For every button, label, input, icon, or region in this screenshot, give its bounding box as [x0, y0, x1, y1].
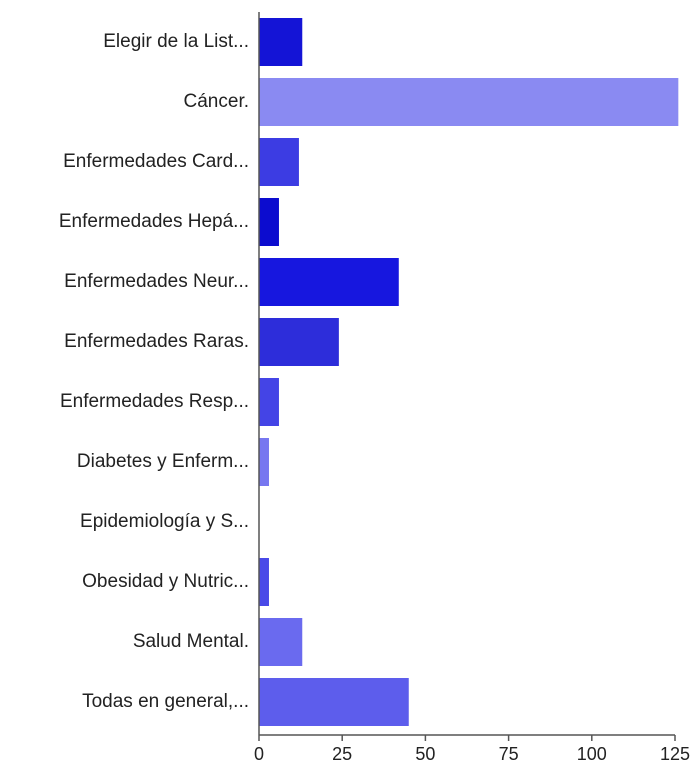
bar: [259, 198, 279, 246]
category-labels: Elegir de la List... Cáncer. Enfermedades …: [59, 31, 249, 712]
category-label: Salud Mental.: [133, 631, 249, 652]
bar: [259, 18, 303, 66]
category-label: Cáncer.: [184, 91, 249, 112]
x-tick-label: 25: [332, 744, 352, 764]
x-tick-label: 0: [254, 744, 264, 764]
category-label: Todas en general,...: [82, 691, 249, 712]
category-label: Diabetes y Enferm...: [77, 451, 249, 472]
category-label: Enfermedades Raras.: [64, 331, 249, 352]
bar: [259, 318, 339, 366]
category-label: Enfermedades Hepá...: [59, 211, 249, 232]
bar: [259, 78, 679, 126]
category-label: Enfermedades Card...: [63, 151, 249, 172]
bar: [259, 378, 279, 426]
x-tick-label: 75: [499, 744, 519, 764]
category-label: Enfermedades Resp...: [60, 391, 249, 412]
bar: [259, 438, 269, 486]
bars-group: [259, 18, 679, 726]
category-label: Elegir de la List...: [103, 31, 249, 52]
bar: [259, 558, 269, 606]
category-label: Obesidad y Nutric...: [82, 571, 249, 592]
category-label: Epidemiología y S...: [80, 511, 249, 532]
x-tick-label: 50: [415, 744, 435, 764]
x-axis-ticks: 0 25 50 75 100 125: [254, 735, 690, 764]
bar: [259, 618, 303, 666]
bar: [259, 678, 409, 726]
x-tick-label: 125: [660, 744, 690, 764]
category-label: Enfermedades Neur...: [64, 271, 249, 292]
bar: [259, 138, 299, 186]
bar: [259, 258, 399, 306]
x-tick-label: 100: [577, 744, 607, 764]
